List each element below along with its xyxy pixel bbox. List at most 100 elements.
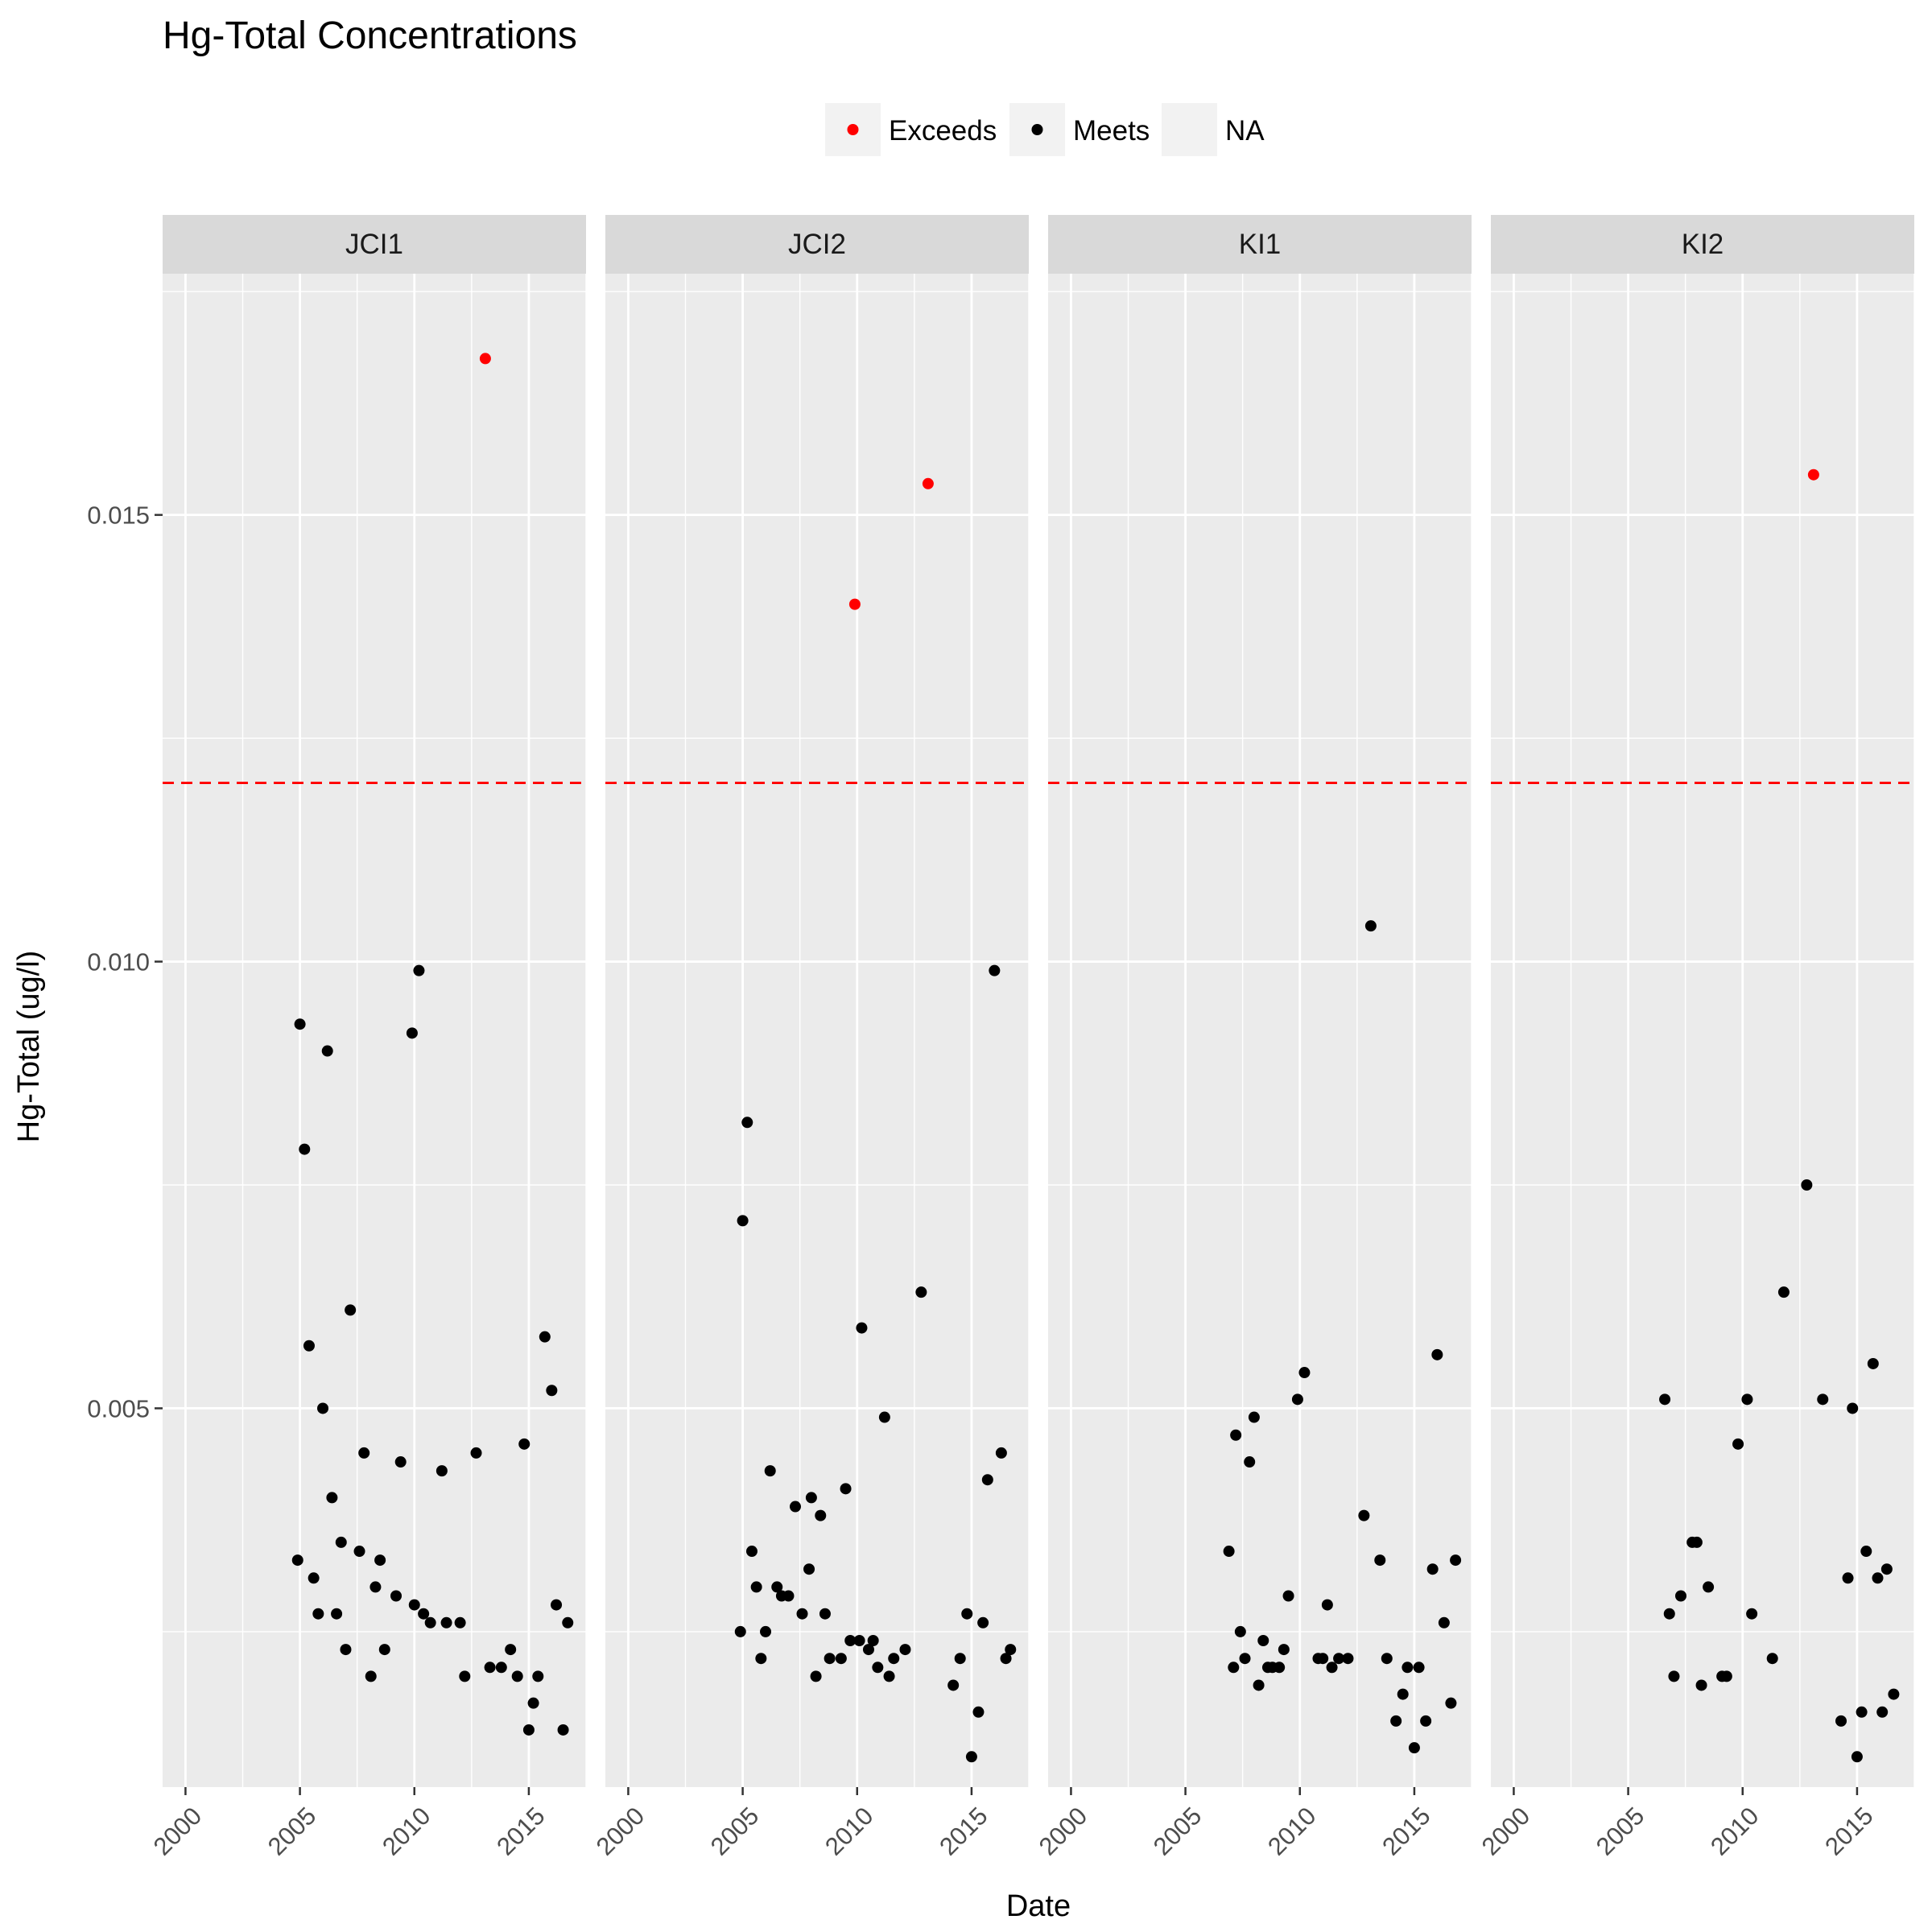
data-point-meets bbox=[824, 1653, 836, 1665]
data-point-meets bbox=[522, 1724, 535, 1736]
data-point-meets bbox=[764, 1465, 776, 1477]
data-point-meets bbox=[815, 1509, 827, 1521]
y-tick-label: 0.015 bbox=[87, 502, 150, 530]
data-point-meets bbox=[1741, 1393, 1753, 1406]
chart-title: Hg-Total Concentrations bbox=[163, 14, 577, 57]
data-point-meets bbox=[1282, 1590, 1294, 1602]
data-point-meets bbox=[1663, 1608, 1675, 1620]
x-tick-label: 2010 bbox=[1705, 1802, 1765, 1861]
data-point-meets bbox=[1431, 1348, 1443, 1360]
y-tick-label: 0.005 bbox=[87, 1394, 150, 1422]
legend-item-exceeds: Exceeds bbox=[825, 103, 997, 156]
data-point-meets bbox=[1835, 1715, 1847, 1727]
data-point-meets bbox=[358, 1447, 370, 1459]
data-point-meets bbox=[1408, 1742, 1420, 1754]
data-point-meets bbox=[771, 1581, 783, 1593]
data-point-meets bbox=[1381, 1653, 1393, 1665]
data-point-meets bbox=[1847, 1402, 1859, 1414]
data-point-meets bbox=[546, 1385, 558, 1397]
data-point-meets bbox=[1668, 1670, 1680, 1682]
data-point-meets bbox=[1390, 1715, 1402, 1727]
data-point-meets bbox=[977, 1616, 989, 1629]
facet-strip bbox=[163, 215, 586, 274]
data-point-meets bbox=[484, 1662, 496, 1674]
data-point-meets bbox=[755, 1653, 767, 1665]
y-axis-label: Hg-Total (ug/l) bbox=[12, 951, 46, 1143]
data-point-meets bbox=[840, 1483, 852, 1495]
data-point-meets bbox=[1842, 1572, 1854, 1584]
data-point-meets bbox=[413, 964, 425, 976]
data-point-meets bbox=[1888, 1688, 1900, 1700]
data-point-meets bbox=[378, 1644, 390, 1656]
data-point-meets bbox=[1230, 1429, 1242, 1441]
x-tick-label: 2000 bbox=[1476, 1802, 1536, 1861]
legend-label: Exceeds bbox=[889, 115, 997, 147]
data-point-meets bbox=[1445, 1697, 1457, 1709]
data-point-meets bbox=[961, 1608, 973, 1620]
data-point-meets bbox=[1438, 1616, 1450, 1629]
data-point-meets bbox=[819, 1608, 831, 1620]
x-tick-label: 2015 bbox=[1377, 1802, 1436, 1861]
data-point-meets bbox=[317, 1402, 329, 1414]
x-tick-label: 2000 bbox=[591, 1802, 650, 1861]
legend-key bbox=[1162, 103, 1217, 156]
data-point-meets bbox=[1801, 1179, 1813, 1191]
data-point-meets bbox=[312, 1608, 324, 1620]
data-point-meets bbox=[299, 1143, 311, 1155]
facet-strip bbox=[1491, 215, 1914, 274]
data-point-meets bbox=[1703, 1581, 1715, 1593]
data-point-meets bbox=[741, 1117, 753, 1129]
data-point-meets bbox=[1876, 1706, 1889, 1718]
data-point-meets bbox=[796, 1608, 808, 1620]
data-point-meets bbox=[844, 1634, 857, 1646]
data-point-meets bbox=[1298, 1367, 1311, 1379]
data-point-meets bbox=[883, 1670, 895, 1682]
data-point-meets bbox=[737, 1215, 749, 1227]
data-point-meets bbox=[1880, 1563, 1893, 1575]
data-point-meets bbox=[1244, 1456, 1256, 1468]
data-point-meets bbox=[760, 1625, 772, 1637]
data-point-meets bbox=[369, 1581, 382, 1593]
facet-panel-ki2: KI2 2000 2005 2010 2015 bbox=[1476, 215, 1915, 1861]
data-point-meets bbox=[1374, 1554, 1386, 1567]
data-point-meets bbox=[331, 1608, 343, 1620]
x-tick-label: 2015 bbox=[934, 1802, 993, 1861]
legend-item-meets: Meets bbox=[1009, 103, 1150, 156]
data-point-meets bbox=[853, 1634, 865, 1646]
data-point-meets bbox=[321, 1045, 333, 1057]
data-point-meets bbox=[867, 1634, 879, 1646]
data-point-meets bbox=[1317, 1653, 1329, 1665]
data-point-meets bbox=[972, 1706, 985, 1718]
data-point-meets bbox=[1659, 1393, 1671, 1406]
data-point-meets bbox=[1450, 1554, 1462, 1567]
data-point-meets bbox=[835, 1653, 847, 1665]
x-tick-label: 2010 bbox=[377, 1802, 436, 1861]
data-point-meets bbox=[345, 1304, 357, 1316]
data-point-meets bbox=[1867, 1357, 1879, 1369]
data-point-meets bbox=[505, 1644, 517, 1656]
legend-marker bbox=[847, 124, 859, 135]
data-point-meets bbox=[1420, 1715, 1432, 1727]
data-point-meets bbox=[1000, 1653, 1012, 1665]
facet-strip-label: KI1 bbox=[1239, 229, 1282, 260]
legend-item-na: NA bbox=[1162, 103, 1265, 156]
data-point-meets bbox=[965, 1751, 977, 1763]
data-point-meets bbox=[1402, 1662, 1414, 1674]
data-point-meets bbox=[1851, 1751, 1863, 1763]
data-point-meets bbox=[899, 1644, 911, 1656]
data-point-meets bbox=[511, 1670, 523, 1682]
data-point-meets bbox=[390, 1590, 402, 1602]
data-point-meets bbox=[1766, 1653, 1778, 1665]
data-point-meets bbox=[995, 1447, 1007, 1459]
facet-panels: JCI1 2000 2005 2010 2015 0.005 0.010 0.015 JCI2 2… bbox=[87, 215, 1915, 1861]
data-point-meets bbox=[1413, 1662, 1425, 1674]
facet-strip bbox=[1048, 215, 1472, 274]
data-point-meets bbox=[1321, 1599, 1333, 1611]
data-point-meets bbox=[1257, 1634, 1269, 1646]
x-tick-label: 2000 bbox=[148, 1802, 208, 1861]
facet-strip-label: JCI2 bbox=[788, 229, 846, 260]
data-point-meets bbox=[1426, 1563, 1439, 1575]
data-point-meets bbox=[470, 1447, 482, 1459]
data-point-meets bbox=[1291, 1393, 1303, 1406]
panel-background bbox=[163, 274, 586, 1787]
